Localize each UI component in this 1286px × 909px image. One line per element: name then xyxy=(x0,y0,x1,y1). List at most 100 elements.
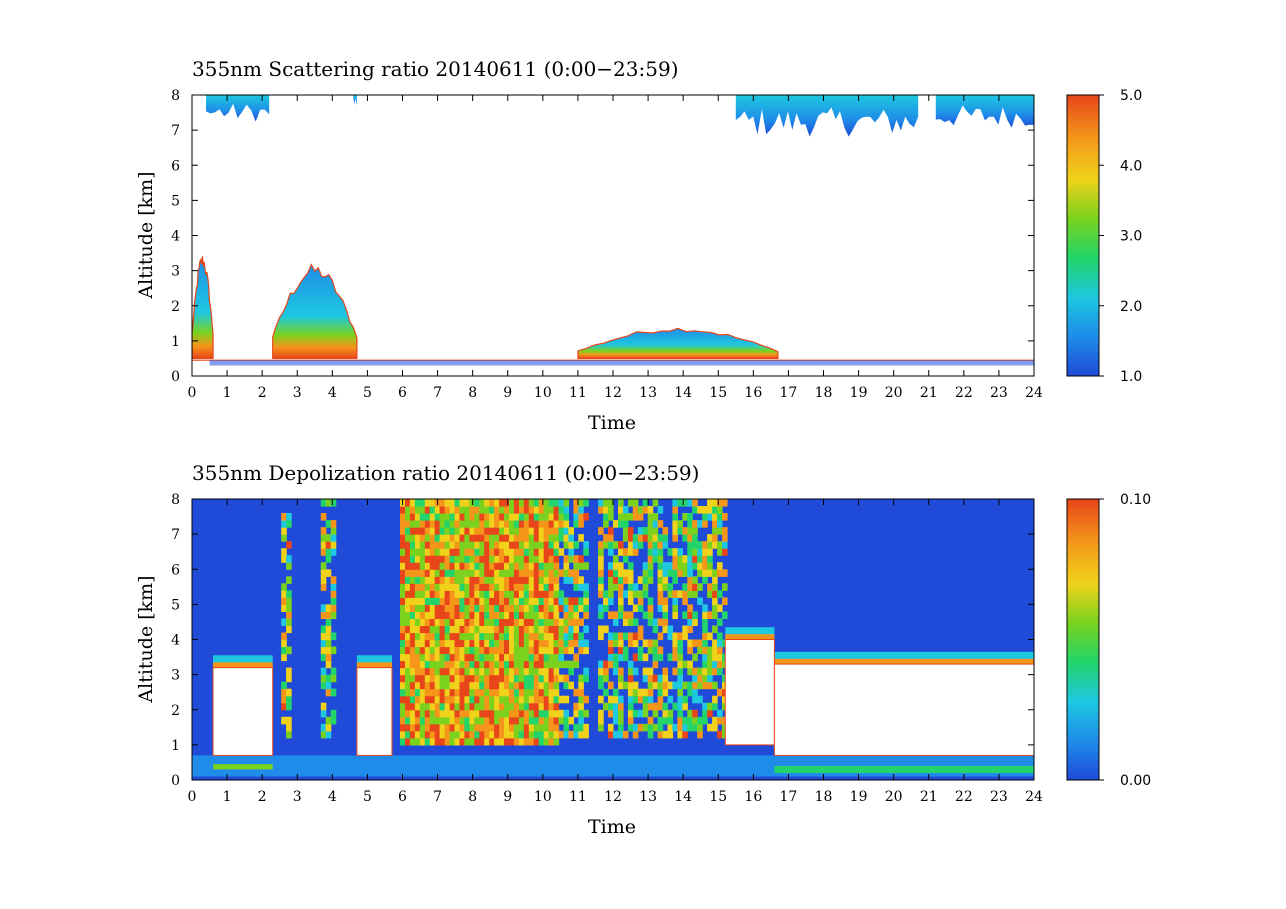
depol-cell xyxy=(320,562,327,570)
x-tick-label: 13 xyxy=(639,385,657,401)
depol-cell xyxy=(419,541,426,549)
depol-cell xyxy=(652,618,659,626)
depol-cell xyxy=(622,506,629,514)
depol-cell xyxy=(697,646,703,655)
depol-cell xyxy=(459,660,466,669)
depol-cell xyxy=(320,576,327,584)
depol-cell xyxy=(469,590,475,598)
depol-cell xyxy=(474,723,480,732)
depol-cell xyxy=(647,723,654,732)
depol-cell xyxy=(489,541,495,549)
depol-cell xyxy=(489,632,495,641)
depol-cell xyxy=(281,590,287,598)
x-tick-label: 0 xyxy=(188,385,197,401)
depol-cell xyxy=(652,653,659,662)
depol-cell xyxy=(509,611,515,619)
depol-cell xyxy=(405,541,411,549)
depol-cell xyxy=(439,597,446,605)
depol-cell xyxy=(682,702,688,711)
depol-cell xyxy=(538,499,545,507)
depol-cell xyxy=(509,702,515,711)
depol-cell xyxy=(459,674,466,683)
depol-cell xyxy=(553,527,560,535)
depol-cell xyxy=(627,674,634,683)
depol-cell xyxy=(523,709,530,718)
depol-cell xyxy=(717,730,723,739)
depol-cell xyxy=(414,639,421,648)
depol-cell xyxy=(504,723,510,732)
depol-cell xyxy=(281,555,287,563)
depol-cell xyxy=(528,653,535,662)
depol-cell xyxy=(528,611,535,619)
depol-cell xyxy=(424,506,431,514)
depol-cell xyxy=(618,590,624,598)
depol-cell xyxy=(320,625,327,634)
depol-cell xyxy=(513,709,520,718)
depol-cell xyxy=(603,520,609,528)
depol-cell xyxy=(286,716,292,725)
depol-cell xyxy=(553,681,560,690)
depol-cell xyxy=(409,513,416,521)
depol-cell xyxy=(642,702,649,711)
depol-cell xyxy=(657,730,664,739)
depol-cell xyxy=(414,702,421,711)
depol-cell xyxy=(504,653,510,662)
cirrus-cloud-1 xyxy=(353,95,357,106)
depol-cell xyxy=(568,604,574,612)
depol-cell xyxy=(424,681,431,690)
depol-cell xyxy=(439,506,446,514)
depol-cell xyxy=(459,513,466,521)
depol-cell xyxy=(702,653,708,662)
depol-cell xyxy=(509,737,515,746)
depol-cell xyxy=(608,590,614,598)
depol-cell xyxy=(494,520,500,528)
depol-cell xyxy=(479,674,485,683)
depol-cell xyxy=(642,695,649,704)
depol-cell xyxy=(523,541,530,549)
depol-cell xyxy=(558,618,565,626)
depol-cell xyxy=(712,702,718,711)
depol-cell xyxy=(464,520,470,528)
depol-cell xyxy=(528,688,535,697)
x-tick-label: 7 xyxy=(433,385,442,401)
depol-cell xyxy=(400,618,406,626)
depol-cell xyxy=(533,632,540,641)
x-tick-label: 23 xyxy=(990,385,1008,401)
depol-cell xyxy=(558,520,565,528)
depol-cell xyxy=(533,548,540,556)
depol-cell xyxy=(603,674,609,683)
depol-cell xyxy=(454,534,461,542)
depol-cell xyxy=(647,562,654,570)
depol-cell xyxy=(484,569,490,577)
x-tick-label: 12 xyxy=(604,385,622,401)
depol-cell xyxy=(499,520,505,528)
depol-cell xyxy=(504,520,510,528)
depol-cell xyxy=(523,681,530,690)
depol-cell xyxy=(672,653,678,662)
depol-cell xyxy=(469,723,475,732)
depol-cell xyxy=(598,660,604,669)
depol-cell xyxy=(469,562,475,570)
depol-cell xyxy=(330,548,337,556)
depol-cell xyxy=(464,730,470,739)
depol-cell xyxy=(538,520,545,528)
depol-cell xyxy=(707,674,713,683)
depol-cell xyxy=(518,632,525,641)
near-ground-band xyxy=(209,360,1034,366)
depol-cell xyxy=(622,534,629,542)
depol-cell xyxy=(479,681,485,690)
depol-cell xyxy=(499,646,505,655)
depol-cell xyxy=(543,611,550,619)
depol-cell xyxy=(405,639,411,648)
depol-cell xyxy=(320,653,327,662)
depol-cell xyxy=(454,604,461,612)
depol-cell xyxy=(622,618,629,626)
depol-cell xyxy=(499,674,505,683)
depol-cell xyxy=(618,611,624,619)
depol-cell xyxy=(429,590,436,598)
depol-cell xyxy=(672,723,678,732)
depol-cell xyxy=(682,569,688,577)
depol-cell xyxy=(622,681,629,690)
depol-cell xyxy=(494,618,500,626)
depol-cell xyxy=(434,625,441,634)
